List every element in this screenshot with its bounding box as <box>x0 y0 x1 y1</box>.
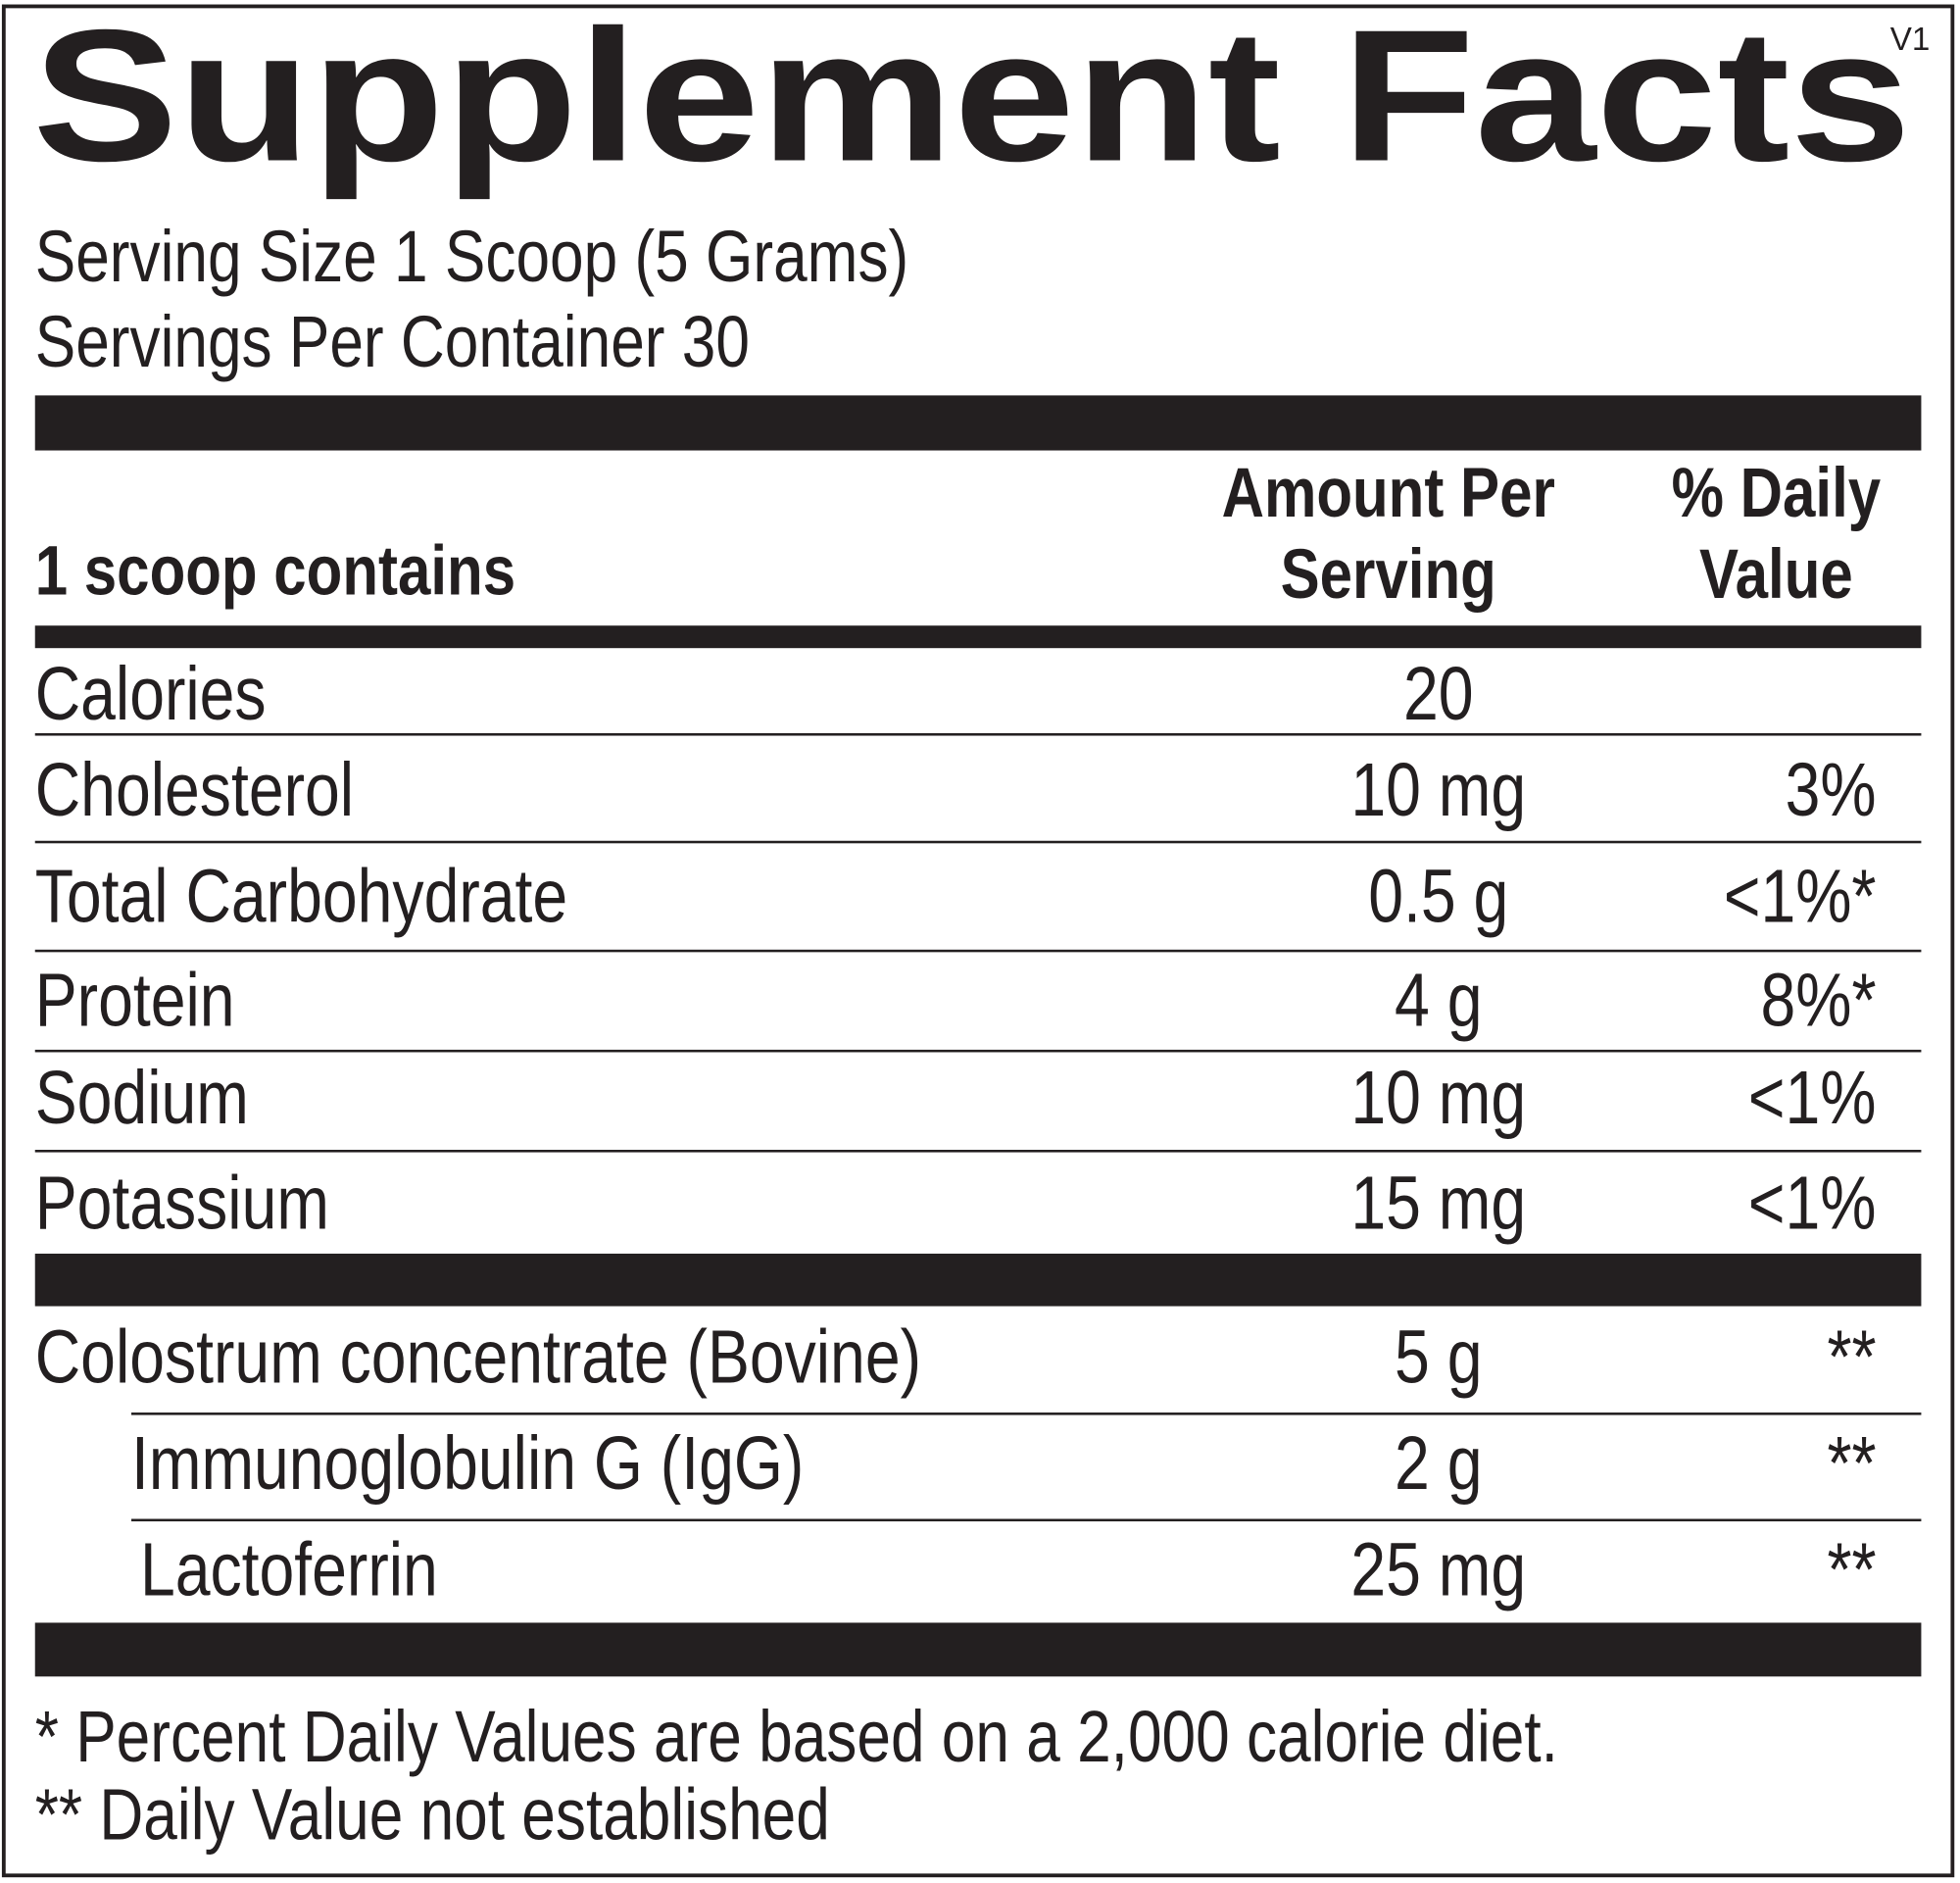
row-divider <box>34 840 1922 844</box>
amount: 5 g <box>1395 1315 1482 1399</box>
daily-value: <1% <box>1748 1057 1877 1140</box>
amount: 15 mg <box>1350 1162 1526 1245</box>
daily-value: ** <box>1827 1528 1876 1611</box>
row-divider <box>34 732 1922 736</box>
thick-bar <box>34 395 1922 451</box>
thick-bar <box>34 1622 1922 1677</box>
daily-value: ** <box>1827 1422 1876 1506</box>
nutrient-name: Potassium <box>35 1162 329 1245</box>
footnote: * Percent Daily Values are based on a 2,… <box>35 1696 1558 1777</box>
daily-value: ** <box>1827 1315 1876 1399</box>
bar <box>34 625 1922 649</box>
daily-value: <1% <box>1748 1162 1877 1245</box>
nutrient-name: Lactoferrin <box>140 1528 438 1611</box>
daily-value: 3% <box>1786 749 1877 832</box>
daily-value-header: % Daily <box>1672 454 1882 532</box>
footnote: ** Daily Value not established <box>35 1773 830 1855</box>
serving-size: Serving Size 1 Scoop (5 Grams) <box>35 216 909 297</box>
daily-value: <1%* <box>1724 856 1877 939</box>
amount: 2 g <box>1395 1422 1482 1506</box>
nutrient-name: Cholesterol <box>35 749 354 832</box>
nutrient-name: Protein <box>35 960 235 1043</box>
amount: 10 mg <box>1350 1057 1526 1140</box>
nutrient-name: Immunoglobulin G (IgG) <box>131 1422 804 1506</box>
nutrient-name: Colostrum concentrate (Bovine) <box>35 1315 921 1399</box>
servings-per-container: Servings Per Container 30 <box>35 301 750 382</box>
daily-value: 8%* <box>1761 960 1877 1043</box>
title: Supplement Facts <box>32 0 1911 200</box>
row-divider <box>131 1412 1922 1415</box>
contains-header: 1 scoop contains <box>35 531 515 610</box>
row-divider <box>34 1150 1922 1153</box>
amount: 0.5 g <box>1368 856 1508 939</box>
thick-bar <box>34 1253 1922 1307</box>
version: V1 <box>1890 22 1931 58</box>
row-divider <box>131 1518 1922 1522</box>
nutrient-name: Total Carbohydrate <box>35 856 567 939</box>
row-divider <box>34 1049 1922 1053</box>
label-border <box>1 4 1955 1878</box>
amount-header: Amount Per <box>1222 454 1555 532</box>
amount: 20 <box>1403 653 1474 736</box>
row-divider <box>34 949 1922 953</box>
amount: 10 mg <box>1350 749 1526 832</box>
daily-value-header: Value <box>1699 535 1853 614</box>
amount-header: Serving <box>1281 535 1496 614</box>
amount: 4 g <box>1395 960 1482 1043</box>
amount: 25 mg <box>1350 1528 1526 1611</box>
nutrient-name: Calories <box>35 653 267 736</box>
nutrient-name: Sodium <box>35 1057 249 1140</box>
